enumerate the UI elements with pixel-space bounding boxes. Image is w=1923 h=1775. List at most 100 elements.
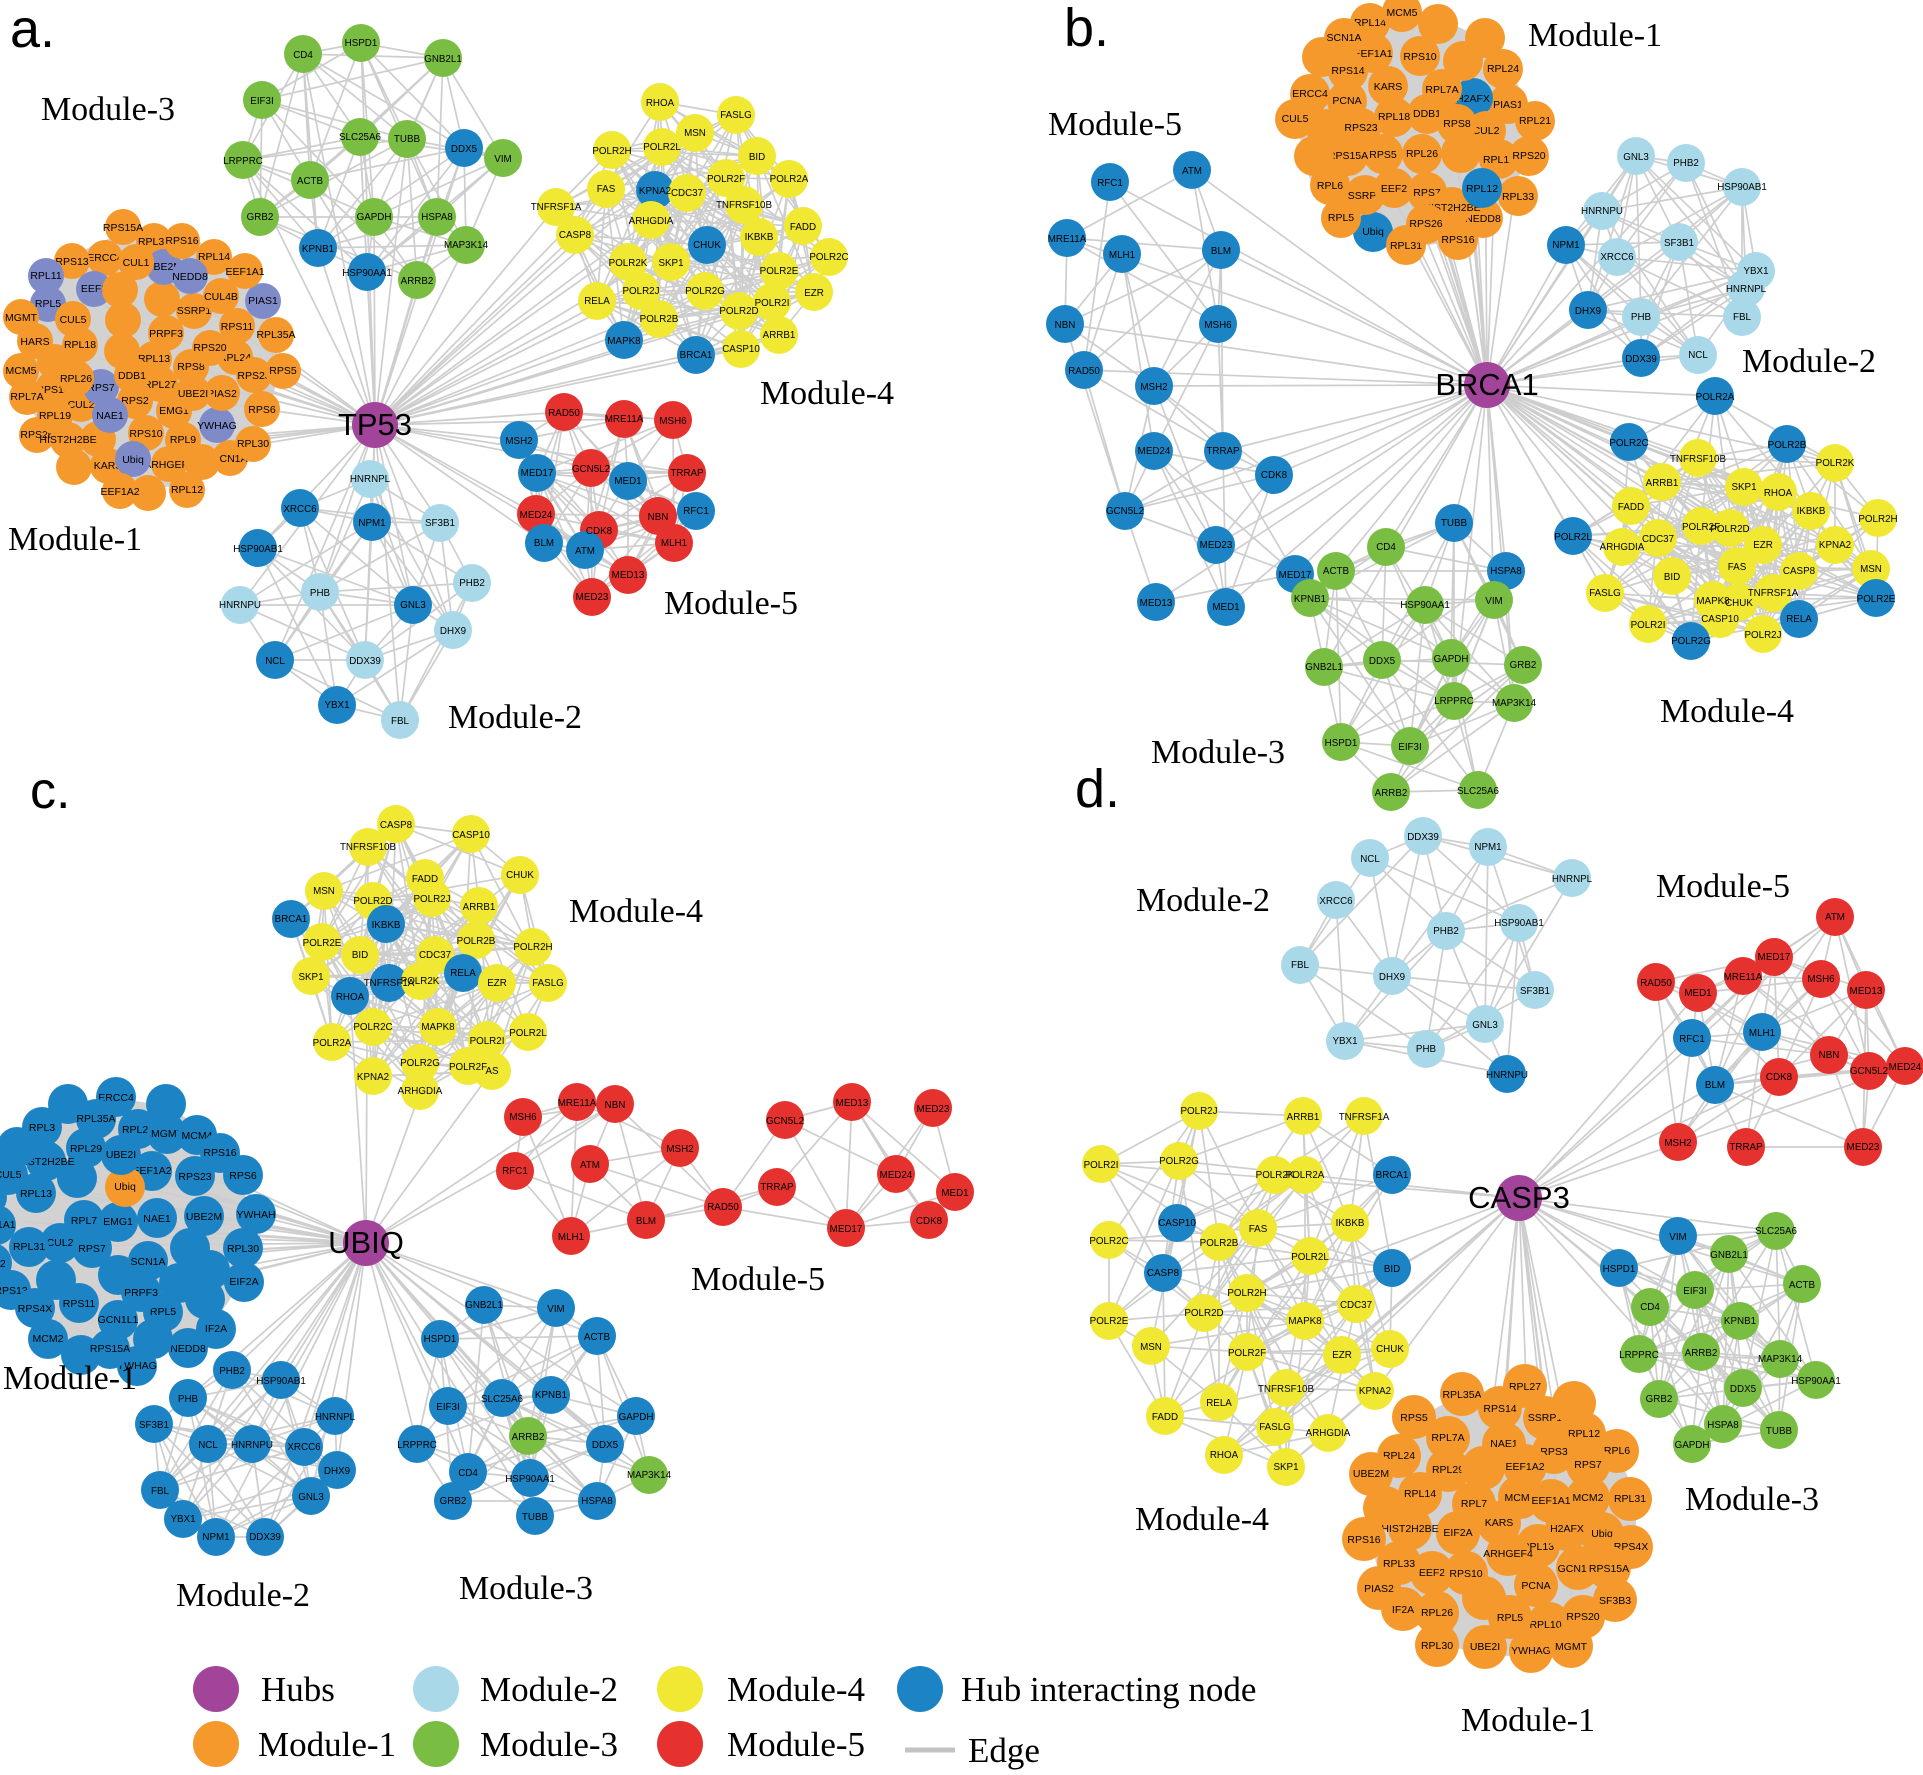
svg-text:EEF2: EEF2 — [81, 283, 107, 295]
svg-text:YWHAG: YWHAG — [197, 420, 237, 432]
svg-text:NCL: NCL — [1360, 854, 1380, 865]
svg-text:PIAS1: PIAS1 — [1493, 99, 1523, 111]
svg-text:RPL27: RPL27 — [144, 379, 176, 391]
svg-text:RPL14: RPL14 — [198, 251, 230, 263]
svg-text:SKP1: SKP1 — [298, 972, 323, 983]
svg-text:GRB2: GRB2 — [440, 1496, 467, 1507]
svg-text:FAS: FAS — [1728, 562, 1747, 573]
svg-text:FADD: FADD — [790, 222, 816, 233]
svg-text:FASLG: FASLG — [532, 978, 564, 989]
svg-text:EIF2A: EIF2A — [229, 1276, 258, 1288]
svg-text:RPL31: RPL31 — [13, 1241, 45, 1253]
svg-text:HSPA8: HSPA8 — [1707, 1420, 1739, 1431]
svg-text:UBE2M: UBE2M — [186, 1211, 222, 1223]
svg-text:RHOA: RHOA — [646, 98, 675, 109]
svg-text:ARRB1: ARRB1 — [463, 902, 496, 913]
svg-text:RFC1: RFC1 — [1679, 1034, 1705, 1045]
svg-text:POLR2L: POLR2L — [643, 142, 681, 153]
svg-text:NEDD8: NEDD8 — [1465, 213, 1501, 225]
svg-text:Module-3: Module-3 — [41, 91, 175, 128]
svg-text:NPM1: NPM1 — [1474, 842, 1501, 853]
svg-text:CASP8: CASP8 — [1147, 1268, 1180, 1279]
svg-text:MCM2: MCM2 — [1573, 1492, 1604, 1504]
svg-text:EEF2: EEF2 — [1381, 183, 1407, 195]
svg-text:RPL33: RPL33 — [1502, 191, 1534, 203]
svg-text:LRPPRC: LRPPRC — [1434, 696, 1474, 707]
svg-text:POLR2A: POLR2A — [770, 174, 809, 185]
svg-text:MRE11A: MRE11A — [1724, 972, 1763, 983]
svg-text:MSH6: MSH6 — [659, 416, 687, 427]
svg-text:KPNA2: KPNA2 — [639, 186, 671, 197]
svg-text:POLR2F: POLR2F — [1228, 1348, 1266, 1359]
svg-text:RFC1: RFC1 — [1097, 178, 1123, 189]
svg-text:RPL31: RPL31 — [1390, 240, 1422, 252]
svg-text:PIAS2: PIAS2 — [207, 388, 237, 400]
svg-text:RPL13: RPL13 — [138, 353, 170, 365]
svg-text:LRPPRC: LRPPRC — [397, 1440, 437, 1451]
svg-text:RPL29: RPL29 — [1432, 1464, 1464, 1476]
svg-text:CUL2: CUL2 — [68, 399, 95, 411]
svg-text:CUL5: CUL5 — [1282, 113, 1309, 125]
svg-text:RPS5: RPS5 — [1400, 1412, 1428, 1424]
svg-text:YWHAH: YWHAH — [236, 1209, 275, 1221]
svg-text:DDB1: DDB1 — [118, 370, 146, 382]
svg-text:EEF1A2: EEF1A2 — [100, 486, 139, 498]
svg-text:HSPA8: HSPA8 — [421, 212, 453, 223]
svg-text:POLR2J: POLR2J — [622, 286, 659, 297]
svg-text:SLC25A6: SLC25A6 — [339, 132, 381, 143]
svg-text:NEDD8: NEDD8 — [170, 1343, 206, 1355]
svg-text:DDX39: DDX39 — [1407, 832, 1439, 843]
svg-text:MED13: MED13 — [1140, 598, 1173, 609]
svg-text:POLR2G: POLR2G — [685, 286, 725, 297]
svg-text:TNFRSF10B: TNFRSF10B — [716, 200, 773, 211]
svg-text:CASP8: CASP8 — [559, 230, 592, 241]
svg-text:Module-4: Module-4 — [1660, 693, 1794, 730]
svg-text:KPNA2: KPNA2 — [1359, 1386, 1391, 1397]
svg-text:GNL3: GNL3 — [1472, 1020, 1498, 1031]
svg-text:PHB2: PHB2 — [219, 1366, 245, 1377]
svg-text:Module-4: Module-4 — [760, 375, 894, 412]
svg-text:RELA: RELA — [450, 968, 476, 979]
svg-text:HSP90AB1: HSP90AB1 — [233, 544, 283, 555]
svg-text:HSPD1: HSPD1 — [424, 1334, 457, 1345]
svg-text:CASP10: CASP10 — [452, 830, 490, 841]
svg-text:EEF1A2: EEF1A2 — [132, 1165, 171, 1177]
svg-text:RPL30: RPL30 — [1421, 1640, 1453, 1652]
svg-text:NBN: NBN — [605, 1100, 626, 1111]
svg-text:KARS: KARS — [1485, 1517, 1514, 1529]
svg-text:Module-2: Module-2 — [176, 1577, 310, 1614]
svg-text:PHB2: PHB2 — [1673, 158, 1699, 169]
svg-text:MED13: MED13 — [1850, 986, 1883, 997]
svg-text:HIST2H2BE: HIST2H2BE — [39, 434, 96, 446]
svg-text:GRB2: GRB2 — [247, 212, 274, 223]
svg-text:SF3B3: SF3B3 — [1599, 1595, 1631, 1607]
svg-text:ARRB1: ARRB1 — [763, 330, 796, 341]
svg-text:RPS20: RPS20 — [1566, 1611, 1599, 1623]
svg-text:HNRNPU: HNRNPU — [1486, 1070, 1528, 1081]
svg-text:MED1: MED1 — [1684, 988, 1711, 999]
svg-text:RPS14: RPS14 — [1331, 65, 1364, 77]
svg-text:RPS15A: RPS15A — [1589, 1563, 1629, 1575]
svg-text:NBN: NBN — [1055, 320, 1076, 331]
svg-text:NPM1: NPM1 — [358, 518, 385, 529]
svg-text:H2AFX: H2AFX — [1550, 1523, 1584, 1535]
svg-text:Module-1: Module-1 — [1461, 1702, 1595, 1739]
svg-text:ATM: ATM — [575, 546, 595, 557]
svg-text:MAPK8: MAPK8 — [421, 1022, 455, 1033]
svg-text:TUBB: TUBB — [394, 134, 421, 145]
svg-text:RELA: RELA — [584, 296, 610, 307]
svg-text:EMG1: EMG1 — [103, 1216, 133, 1228]
svg-text:DDX39: DDX39 — [249, 1532, 281, 1543]
svg-text:NCL: NCL — [1688, 350, 1708, 361]
svg-text:SSRP1: SSRP1 — [177, 305, 212, 317]
svg-text:NAE1: NAE1 — [96, 410, 124, 422]
svg-text:DHX9: DHX9 — [440, 626, 466, 637]
svg-text:XRCC6: XRCC6 — [283, 504, 317, 515]
svg-text:RPS7: RPS7 — [1574, 1459, 1602, 1471]
svg-text:PCNA: PCNA — [1521, 1580, 1550, 1592]
svg-text:SCN1A: SCN1A — [1326, 32, 1361, 44]
svg-text:DDX5: DDX5 — [451, 144, 478, 155]
svg-text:RPL6: RPL6 — [1604, 1445, 1630, 1457]
svg-text:MSN: MSN — [1140, 1342, 1162, 1353]
svg-text:RAD50: RAD50 — [1068, 366, 1100, 377]
